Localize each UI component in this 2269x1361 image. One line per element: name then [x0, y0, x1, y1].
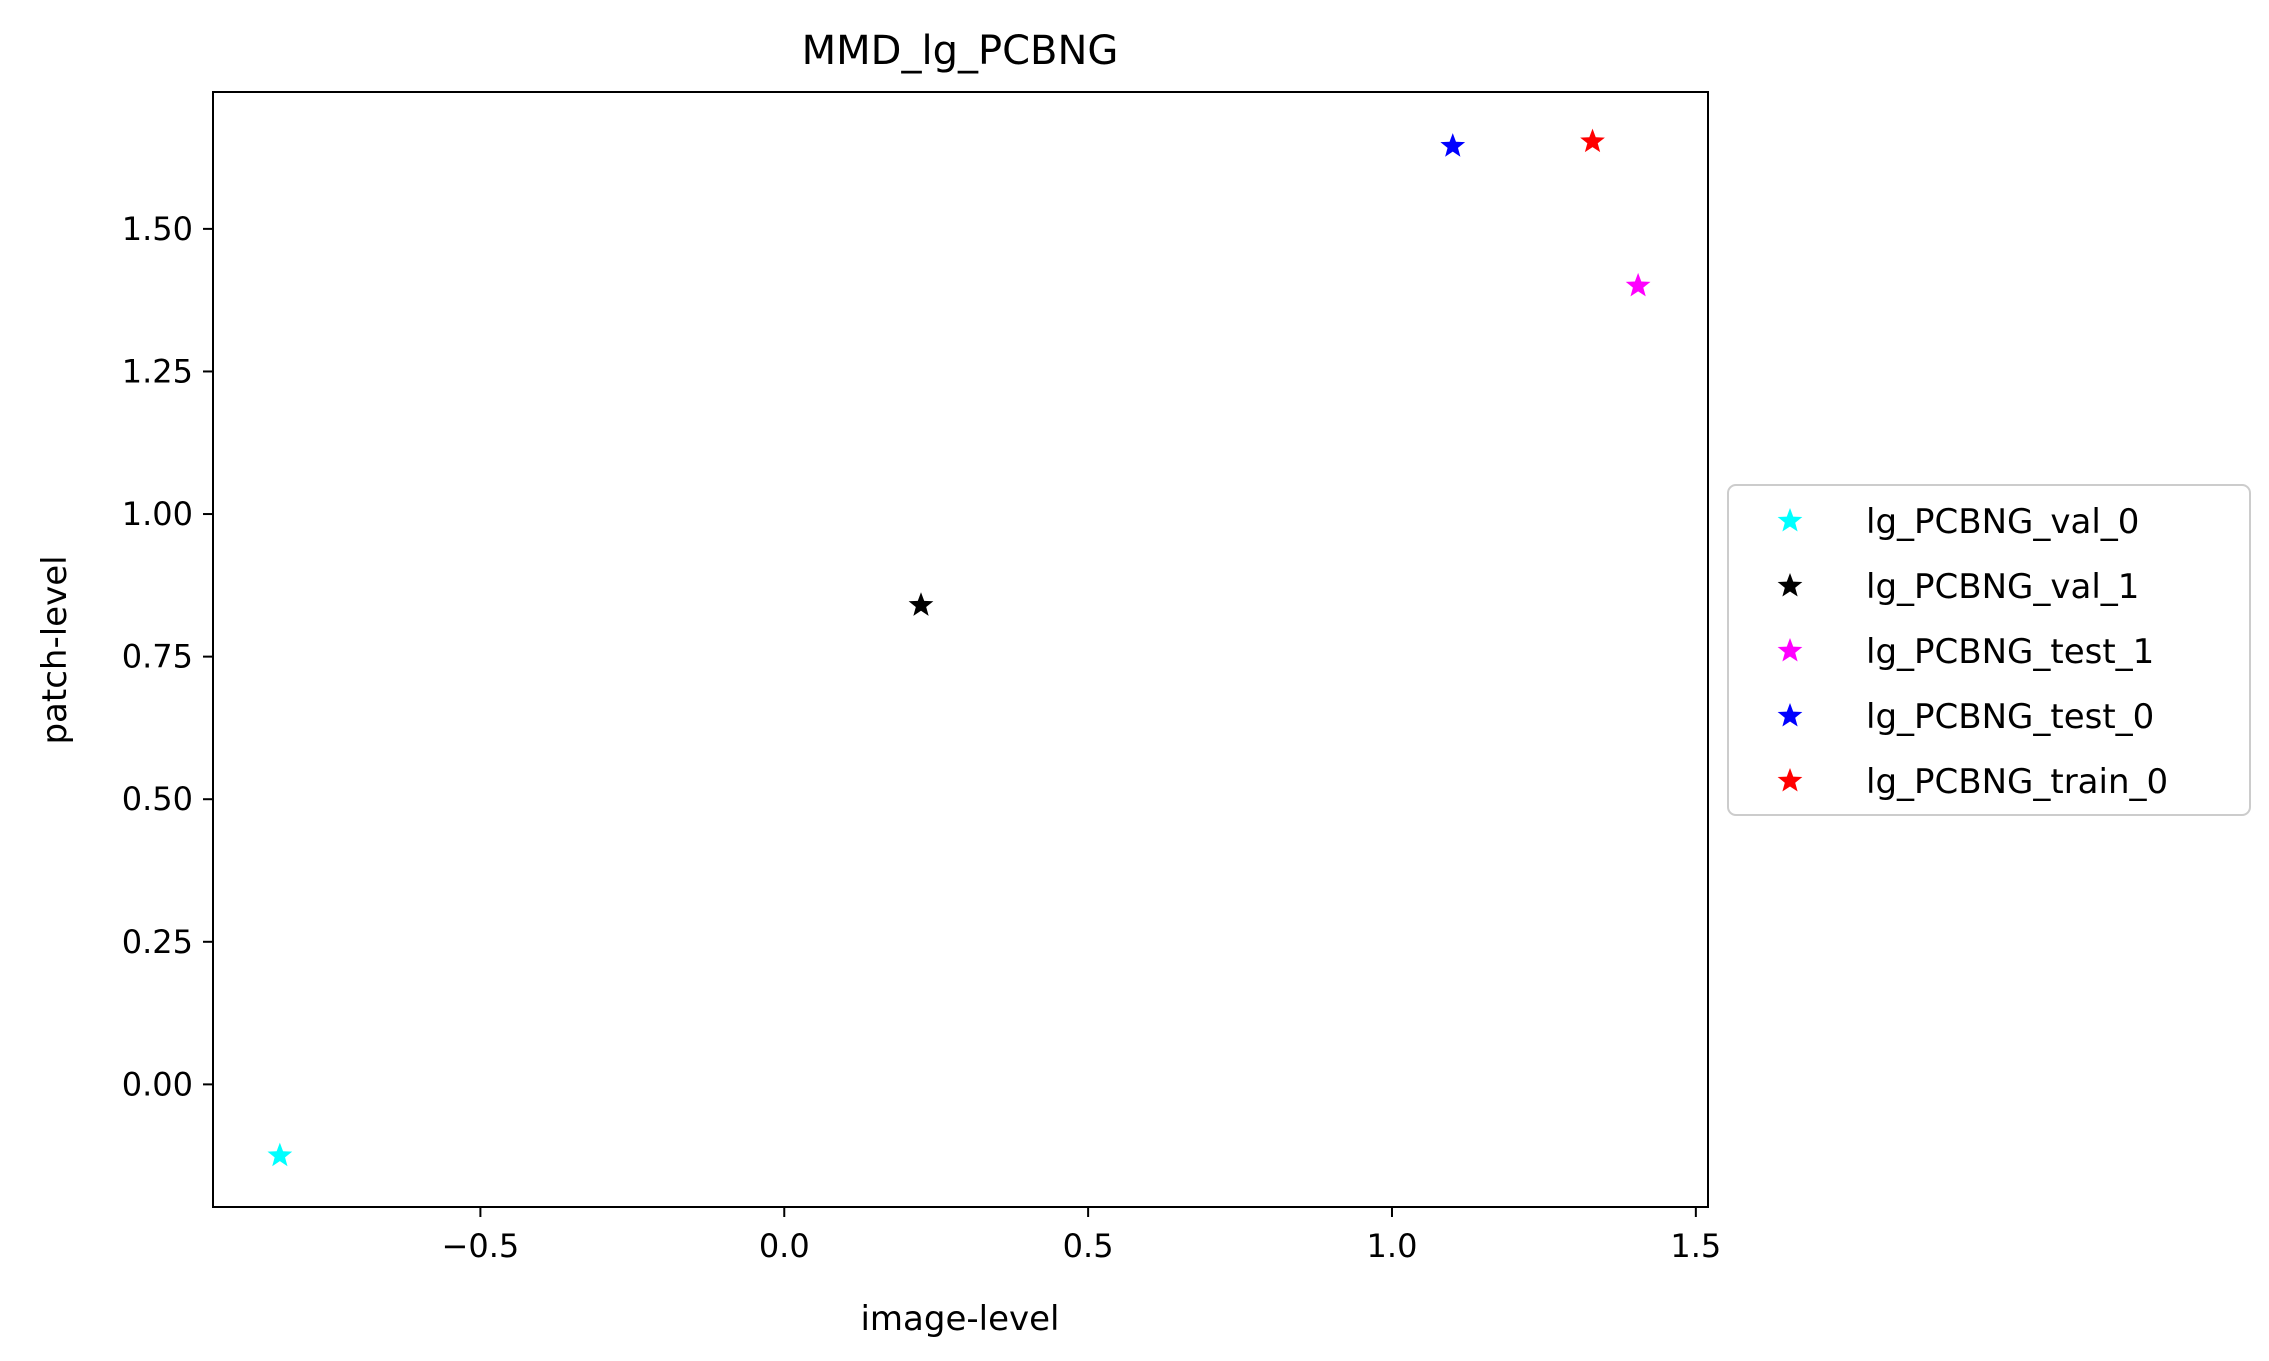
y-tick-label: 1.00: [122, 495, 193, 533]
legend-entry-label: lg_PCBNG_val_1: [1866, 567, 2139, 607]
y-axis: 0.00 0.25 0.50 0.75 1.00 1.25 1.50: [122, 210, 213, 1103]
legend: lg_PCBNG_val_0 lg_PCBNG_val_1 lg_PCBNG_tes…: [1727, 484, 2251, 816]
legend-marker: [1777, 508, 1803, 532]
x-tick-label: 0.5: [1063, 1227, 1114, 1265]
plot-frame: [212, 91, 1709, 1208]
y-tick-label: 0.75: [122, 638, 193, 676]
x-axis-label: image-level: [860, 1299, 1059, 1339]
chart-title: MMD_lg_PCBNG: [802, 28, 1119, 74]
y-tick-label: 1.50: [122, 210, 193, 248]
legend-marker: [1777, 768, 1803, 792]
x-tick-label: 1.5: [1670, 1227, 1721, 1265]
legend-marker: [1777, 573, 1803, 597]
data-point-lg-pcbng-test-1: [1625, 272, 1651, 297]
data-point-lg-pcbng-train-0: [1580, 128, 1605, 153]
y-tick-label: 1.25: [122, 352, 193, 390]
y-axis-label: patch-level: [35, 555, 75, 744]
x-tick-label: 0.0: [759, 1227, 810, 1265]
x-tick-label: −0.5: [442, 1227, 520, 1265]
legend-entry-label: lg_PCBNG_test_0: [1866, 697, 2154, 737]
y-tick-label: 0.50: [122, 780, 193, 818]
y-tick-label: 0.25: [122, 923, 193, 961]
legend-entry-label: lg_PCBNG_train_0: [1866, 762, 2168, 802]
legend-marker: [1777, 638, 1803, 662]
x-axis: −0.5 0.0 0.5 1.0 1.5: [442, 1207, 1721, 1265]
data-point-lg-pcbng-val-0: [267, 1142, 293, 1167]
data-point-lg-pcbng-val-1: [908, 592, 934, 616]
legend-entry-label: lg_PCBNG_val_0: [1866, 502, 2139, 542]
data-points: [267, 128, 1651, 1167]
data-point-lg-pcbng-test-0: [1440, 133, 1466, 157]
legend-frame: [1727, 484, 2251, 816]
legend-entry-label: lg_PCBNG_test_1: [1866, 632, 2154, 672]
x-tick-label: 1.0: [1367, 1227, 1418, 1265]
y-tick-label: 0.00: [122, 1065, 193, 1103]
legend-marker: [1777, 703, 1803, 727]
